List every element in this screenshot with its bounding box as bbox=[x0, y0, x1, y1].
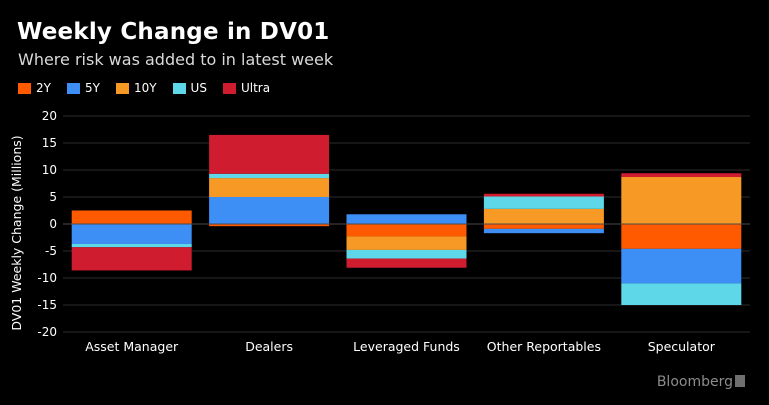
bar-asset-manager-2y bbox=[71, 210, 192, 224]
x-tick-label: Leveraged Funds bbox=[353, 339, 460, 354]
y-tick-label: 15 bbox=[42, 136, 57, 150]
bar-dealers-ultra bbox=[209, 134, 330, 174]
bar-speculator-10y bbox=[621, 177, 742, 224]
legend-item-us: US bbox=[172, 81, 207, 95]
y-tick-label: 0 bbox=[49, 217, 57, 231]
bar-other-reportables-5y bbox=[483, 228, 604, 234]
y-tick-label: -20 bbox=[37, 325, 57, 339]
legend-swatch-ultra bbox=[222, 82, 236, 94]
legend-label-ultra: Ultra bbox=[240, 81, 271, 95]
y-tick-label: 5 bbox=[49, 190, 57, 204]
x-tick-label: Asset Manager bbox=[85, 339, 179, 354]
legend-swatch-2y bbox=[18, 82, 31, 94]
legend-label-us: US bbox=[190, 81, 207, 95]
bar-asset-manager-5y bbox=[71, 224, 192, 244]
bar-leveraged-funds-us bbox=[346, 249, 467, 259]
legend-item-ultra: Ultra bbox=[222, 81, 271, 95]
legend-item-10y: 10Y bbox=[115, 81, 157, 95]
x-tick-label: Dealers bbox=[245, 339, 293, 354]
bar-leveraged-funds-10y bbox=[346, 236, 467, 250]
y-tick-label: 10 bbox=[42, 163, 57, 177]
legend-item-2y: 2Y bbox=[18, 81, 51, 95]
bar-dealers-2y bbox=[209, 224, 330, 227]
bar-other-reportables-10y bbox=[483, 208, 604, 224]
legend-swatch-us bbox=[172, 82, 186, 94]
bar-other-reportables-2y bbox=[483, 224, 604, 229]
legend-item-5y: 5Y bbox=[66, 81, 100, 95]
y-tick-label: 20 bbox=[42, 109, 57, 123]
bar-asset-manager-us bbox=[71, 243, 192, 248]
bar-dealers-5y bbox=[209, 197, 330, 224]
bar-other-reportables-us bbox=[483, 196, 604, 209]
legend-label-5y: 5Y bbox=[84, 81, 100, 95]
bar-asset-manager-ultra bbox=[71, 247, 192, 271]
legend-label-2y: 2Y bbox=[36, 81, 51, 95]
x-tick-label: Other Reportables bbox=[487, 339, 601, 354]
bar-speculator-5y bbox=[621, 248, 742, 284]
y-tick-labels: 20 15 10 5 0 -5 -10 -15 -20 bbox=[37, 109, 57, 339]
brand-name: Bloomberg bbox=[656, 374, 733, 390]
y-tick-label: -10 bbox=[37, 271, 57, 285]
x-tick-labels: Asset Manager Dealers Leveraged Funds Other… bbox=[85, 339, 716, 354]
x-tick-label: Speculator bbox=[648, 339, 716, 354]
bar-leveraged-funds-5y bbox=[346, 214, 467, 224]
bar-dealers-us bbox=[209, 173, 330, 179]
chart-title: Weekly Change in DV01 bbox=[17, 19, 330, 45]
chart-subtitle: Where risk was added to in latest week bbox=[18, 50, 334, 69]
bar-other-reportables-ultra bbox=[483, 193, 604, 197]
y-tick-label: -15 bbox=[37, 298, 57, 312]
bloomberg-logo: Bloomberg bbox=[657, 374, 745, 390]
bar-dealers-10y bbox=[209, 178, 330, 197]
y-tick-label: -5 bbox=[45, 244, 57, 258]
bar-speculator-2y bbox=[621, 224, 742, 249]
bar-speculator-ultra bbox=[621, 173, 742, 178]
bloomberg-logo-icon bbox=[735, 375, 745, 387]
y-axis-label: DV01 Weekly Change (Millions) bbox=[9, 135, 24, 330]
legend-label-10y: 10Y bbox=[133, 81, 157, 95]
bar-leveraged-funds-2y bbox=[346, 224, 467, 237]
bar-leveraged-funds-ultra bbox=[346, 258, 467, 268]
legend: 2Y 5Y 10Y US Ultra bbox=[18, 81, 270, 95]
legend-swatch-10y bbox=[115, 82, 129, 94]
legend-swatch-5y bbox=[66, 82, 80, 94]
bar-speculator-us bbox=[621, 283, 742, 305]
bars bbox=[71, 134, 742, 305]
